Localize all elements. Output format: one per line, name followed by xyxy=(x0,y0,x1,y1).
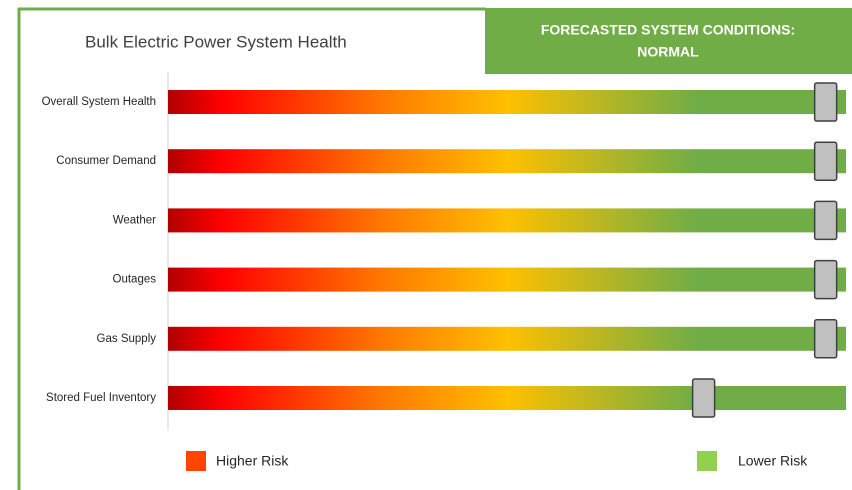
slider-marker xyxy=(691,378,716,418)
status-box xyxy=(485,8,852,74)
slider-marker xyxy=(813,82,838,122)
risk-bar xyxy=(168,386,846,410)
row-label: Overall System Health xyxy=(42,96,156,108)
risk-bar xyxy=(168,149,846,174)
slider-marker xyxy=(813,259,838,300)
row-label: Outages xyxy=(113,274,157,286)
row-label: Weather xyxy=(113,214,156,226)
legend-label: Higher Risk xyxy=(216,453,289,469)
legend-swatch xyxy=(697,451,717,471)
risk-bar xyxy=(168,326,846,351)
slider-marker xyxy=(813,319,838,359)
row-label: Stored Fuel Inventory xyxy=(46,392,156,404)
slider-marker xyxy=(813,141,838,181)
risk-bar xyxy=(168,208,846,233)
row-label: Consumer Demand xyxy=(56,155,156,167)
legend-label: Lower Risk xyxy=(738,453,808,469)
chart-title: Bulk Electric Power System Health xyxy=(85,32,347,51)
row-label: Gas Supply xyxy=(97,333,157,345)
risk-bar xyxy=(168,90,846,114)
status-line: FORECASTED SYSTEM CONDITIONS: xyxy=(541,22,795,38)
risk-bar xyxy=(168,267,846,292)
legend-swatch xyxy=(186,451,206,471)
slider-marker xyxy=(813,200,838,241)
status-line: NORMAL xyxy=(637,44,699,60)
